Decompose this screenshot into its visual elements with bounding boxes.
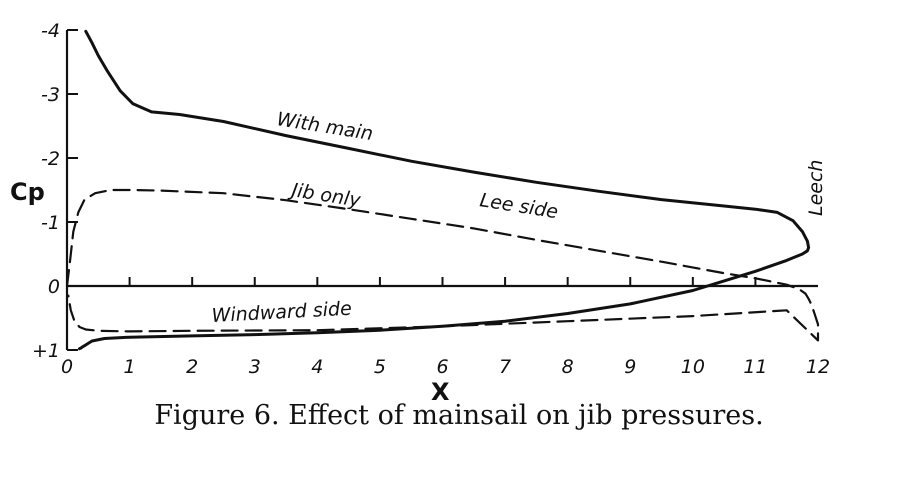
x-tick-label-7: 7 [499,356,511,378]
y-tick-label-3: -1 [41,212,60,234]
x-tick-label-5: 5 [374,356,386,378]
windward-side-annotation: Windward side [211,298,352,327]
x-tick-label-3: 3 [249,356,261,378]
series-line-with-main [78,29,811,351]
x-tick-label-2: 2 [186,356,198,378]
y-axis-title: Cp [10,178,45,206]
chart-series-layer [65,29,820,351]
x-tick-label-10: 10 [681,356,705,378]
figure-caption: Figure 6. Effect of mainsail on jib pres… [154,400,764,431]
with-main-annotation: With main [275,108,374,145]
x-tick-label-11: 11 [743,356,767,378]
x-tick-label-1: 1 [124,356,136,378]
x-tick-label-4: 4 [311,356,323,378]
x-axis-title: X [431,378,450,406]
series-line-jib-only [65,188,820,342]
y-tick-label-2: -2 [41,148,60,170]
y-tick-label-5: +1 [32,340,60,362]
jib-only-annotation: Jib only [286,179,362,212]
x-tick-label-0: 0 [61,356,73,378]
x-tick-label-9: 9 [624,356,636,378]
x-tick-label-8: 8 [562,356,574,378]
leech-annotation: Leech [805,160,827,216]
y-tick-label-4: 0 [48,276,60,298]
chart-axes: -4-3-2-10+10 1 2 3 4 5 6 7 8 9 10 11 12 [32,20,830,378]
lee-side-annotation: Lee side [478,189,559,223]
y-tick-label-1: -3 [41,84,60,106]
x-tick-label-6: 6 [436,356,448,378]
x-tick-label-12: 12 [806,356,830,378]
y-tick-label-0: -4 [41,20,60,42]
